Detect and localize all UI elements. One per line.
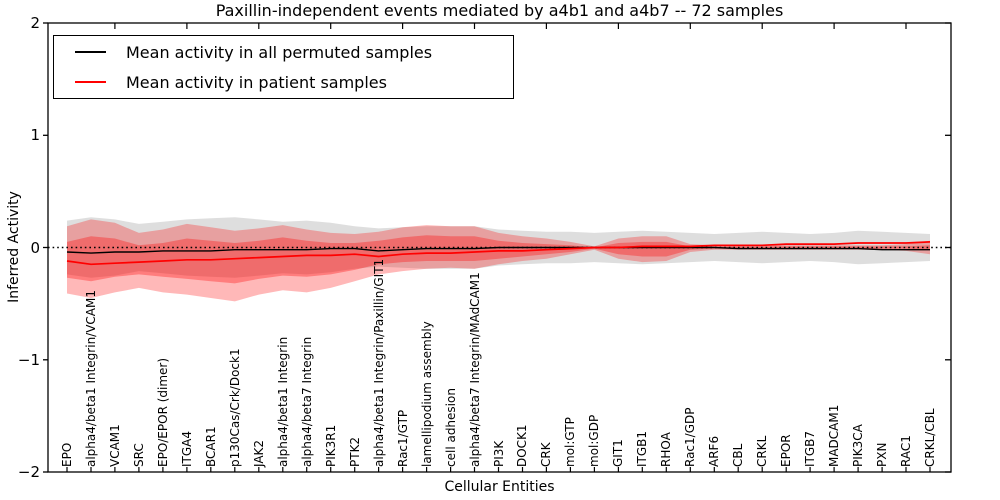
- x-tick-label: MADCAM1: [827, 404, 842, 467]
- legend-item-patient: Mean activity in patient samples: [54, 67, 513, 97]
- x-tick-label: CRKL: [755, 435, 770, 467]
- x-tick-label: EPO/EPOR (dimer): [155, 357, 170, 467]
- x-tick-label: alpha4/beta1 Integrin/Paxillin/GIT1: [371, 258, 386, 467]
- x-tick-label: cell adhesion: [443, 388, 458, 467]
- series-line-permuted: [66, 246, 930, 254]
- x-tick-label: CRKL/CBL: [923, 408, 937, 467]
- x-tick-label: lamellipodium assembly: [419, 321, 434, 467]
- chart-title: Paxillin-independent events mediated by …: [215, 1, 784, 20]
- legend-label-permuted: Mean activity in all permuted samples: [126, 42, 433, 62]
- x-tick-label: Rac1/GDP: [683, 407, 698, 467]
- x-tick-label: BCAR1: [203, 426, 218, 467]
- x-tick-label: EPO: [60, 442, 74, 467]
- y-tick-label: −1: [17, 350, 40, 369]
- legend: Mean activity in all permuted samples Me…: [53, 35, 514, 99]
- x-tick-label: PXN: [875, 442, 890, 467]
- x-tick-label: CBL: [731, 443, 746, 467]
- legend-line-red-icon: [75, 81, 106, 83]
- x-tick-label: Rac1/GTP: [395, 409, 410, 467]
- band-patient-samples-outer-range: [67, 219, 930, 302]
- x-tick-label: alpha4/beta7 Integrin/MAdCAM1: [467, 272, 482, 467]
- x-tick-label: alpha4/beta7 Integrin: [299, 336, 314, 467]
- x-tick-label: mol:GDP: [587, 414, 602, 467]
- x-tick-label: PTK2: [347, 436, 362, 467]
- x-tick-label: PI3K: [491, 440, 506, 467]
- x-tick-label: alpha4/beta1 Integrin: [275, 336, 290, 467]
- x-tick-label: ITGB1: [635, 430, 650, 467]
- y-tick-label: 0: [30, 238, 40, 257]
- x-tick-label: GIT1: [611, 439, 626, 467]
- x-tick-label: alpha4/beta1 Integrin/VCAM1: [83, 290, 98, 467]
- x-tick-label: VCAM1: [107, 424, 122, 467]
- x-tick-label: mol:GTP: [563, 417, 578, 467]
- x-tick-label: p130Cas/Crk/Dock1: [227, 348, 242, 467]
- legend-item-permuted: Mean activity in all permuted samples: [54, 37, 513, 67]
- x-tick-label: SRC: [131, 443, 146, 467]
- x-tick-label: CRK: [539, 442, 554, 467]
- x-tick-label: DOCK1: [515, 424, 530, 467]
- y-tick-label: 1: [30, 126, 40, 145]
- x-tick-label: ITGA4: [179, 430, 194, 467]
- x-axis-label: Cellular Entities: [444, 479, 555, 495]
- x-tick-label: ITGB7: [803, 430, 818, 467]
- x-tick-label: ARF6: [707, 435, 722, 467]
- x-tick-label: PIK3CA: [851, 424, 866, 467]
- x-tick-label: PIK3R1: [323, 424, 338, 467]
- legend-label-patient: Mean activity in patient samples: [126, 72, 387, 92]
- y-tick-label: −2: [17, 463, 40, 481]
- y-tick-label: 2: [30, 14, 40, 32]
- x-tick-label: RAC1: [899, 435, 914, 467]
- x-tick-label: EPOR: [779, 434, 794, 467]
- x-tick-label: RHOA: [659, 432, 674, 467]
- series-line-patient: [66, 241, 931, 266]
- x-tick-label: JAK2: [251, 439, 266, 467]
- legend-line-black-icon: [75, 51, 106, 53]
